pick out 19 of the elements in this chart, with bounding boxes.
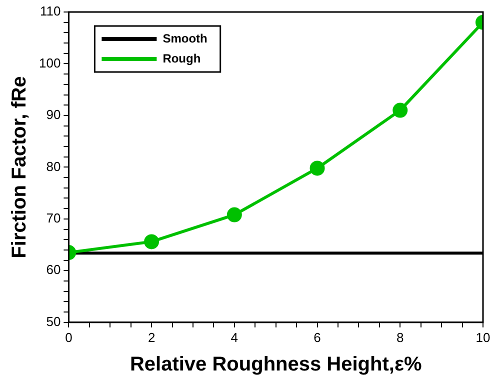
y-tick-label: 80 — [46, 158, 61, 174]
y-tick-label: 100 — [38, 55, 61, 70]
y-axis-title: Firction Factor, fRe — [8, 76, 31, 258]
legend-label: Smooth — [162, 31, 208, 46]
legend-label: Rough — [162, 51, 201, 66]
y-tick-label: 110 — [40, 4, 61, 19]
point — [310, 160, 325, 176]
x-tick-label: 8 — [396, 330, 404, 345]
x-tick-label: 10 — [476, 330, 490, 345]
x-tick-label: 0 — [65, 330, 72, 345]
x-tick-label: 2 — [148, 330, 156, 345]
y-tick-label: 60 — [46, 262, 61, 278]
x-tick-label: 4 — [230, 330, 238, 345]
y-tick-label: 90 — [46, 107, 61, 122]
point — [226, 207, 242, 222]
x-tick-label: 6 — [314, 330, 321, 345]
y-tick-label: 70 — [46, 210, 61, 226]
x-axis-title: Relative Roughness Height,ε% — [130, 354, 422, 376]
y-tick-label: 50 — [46, 314, 61, 329]
